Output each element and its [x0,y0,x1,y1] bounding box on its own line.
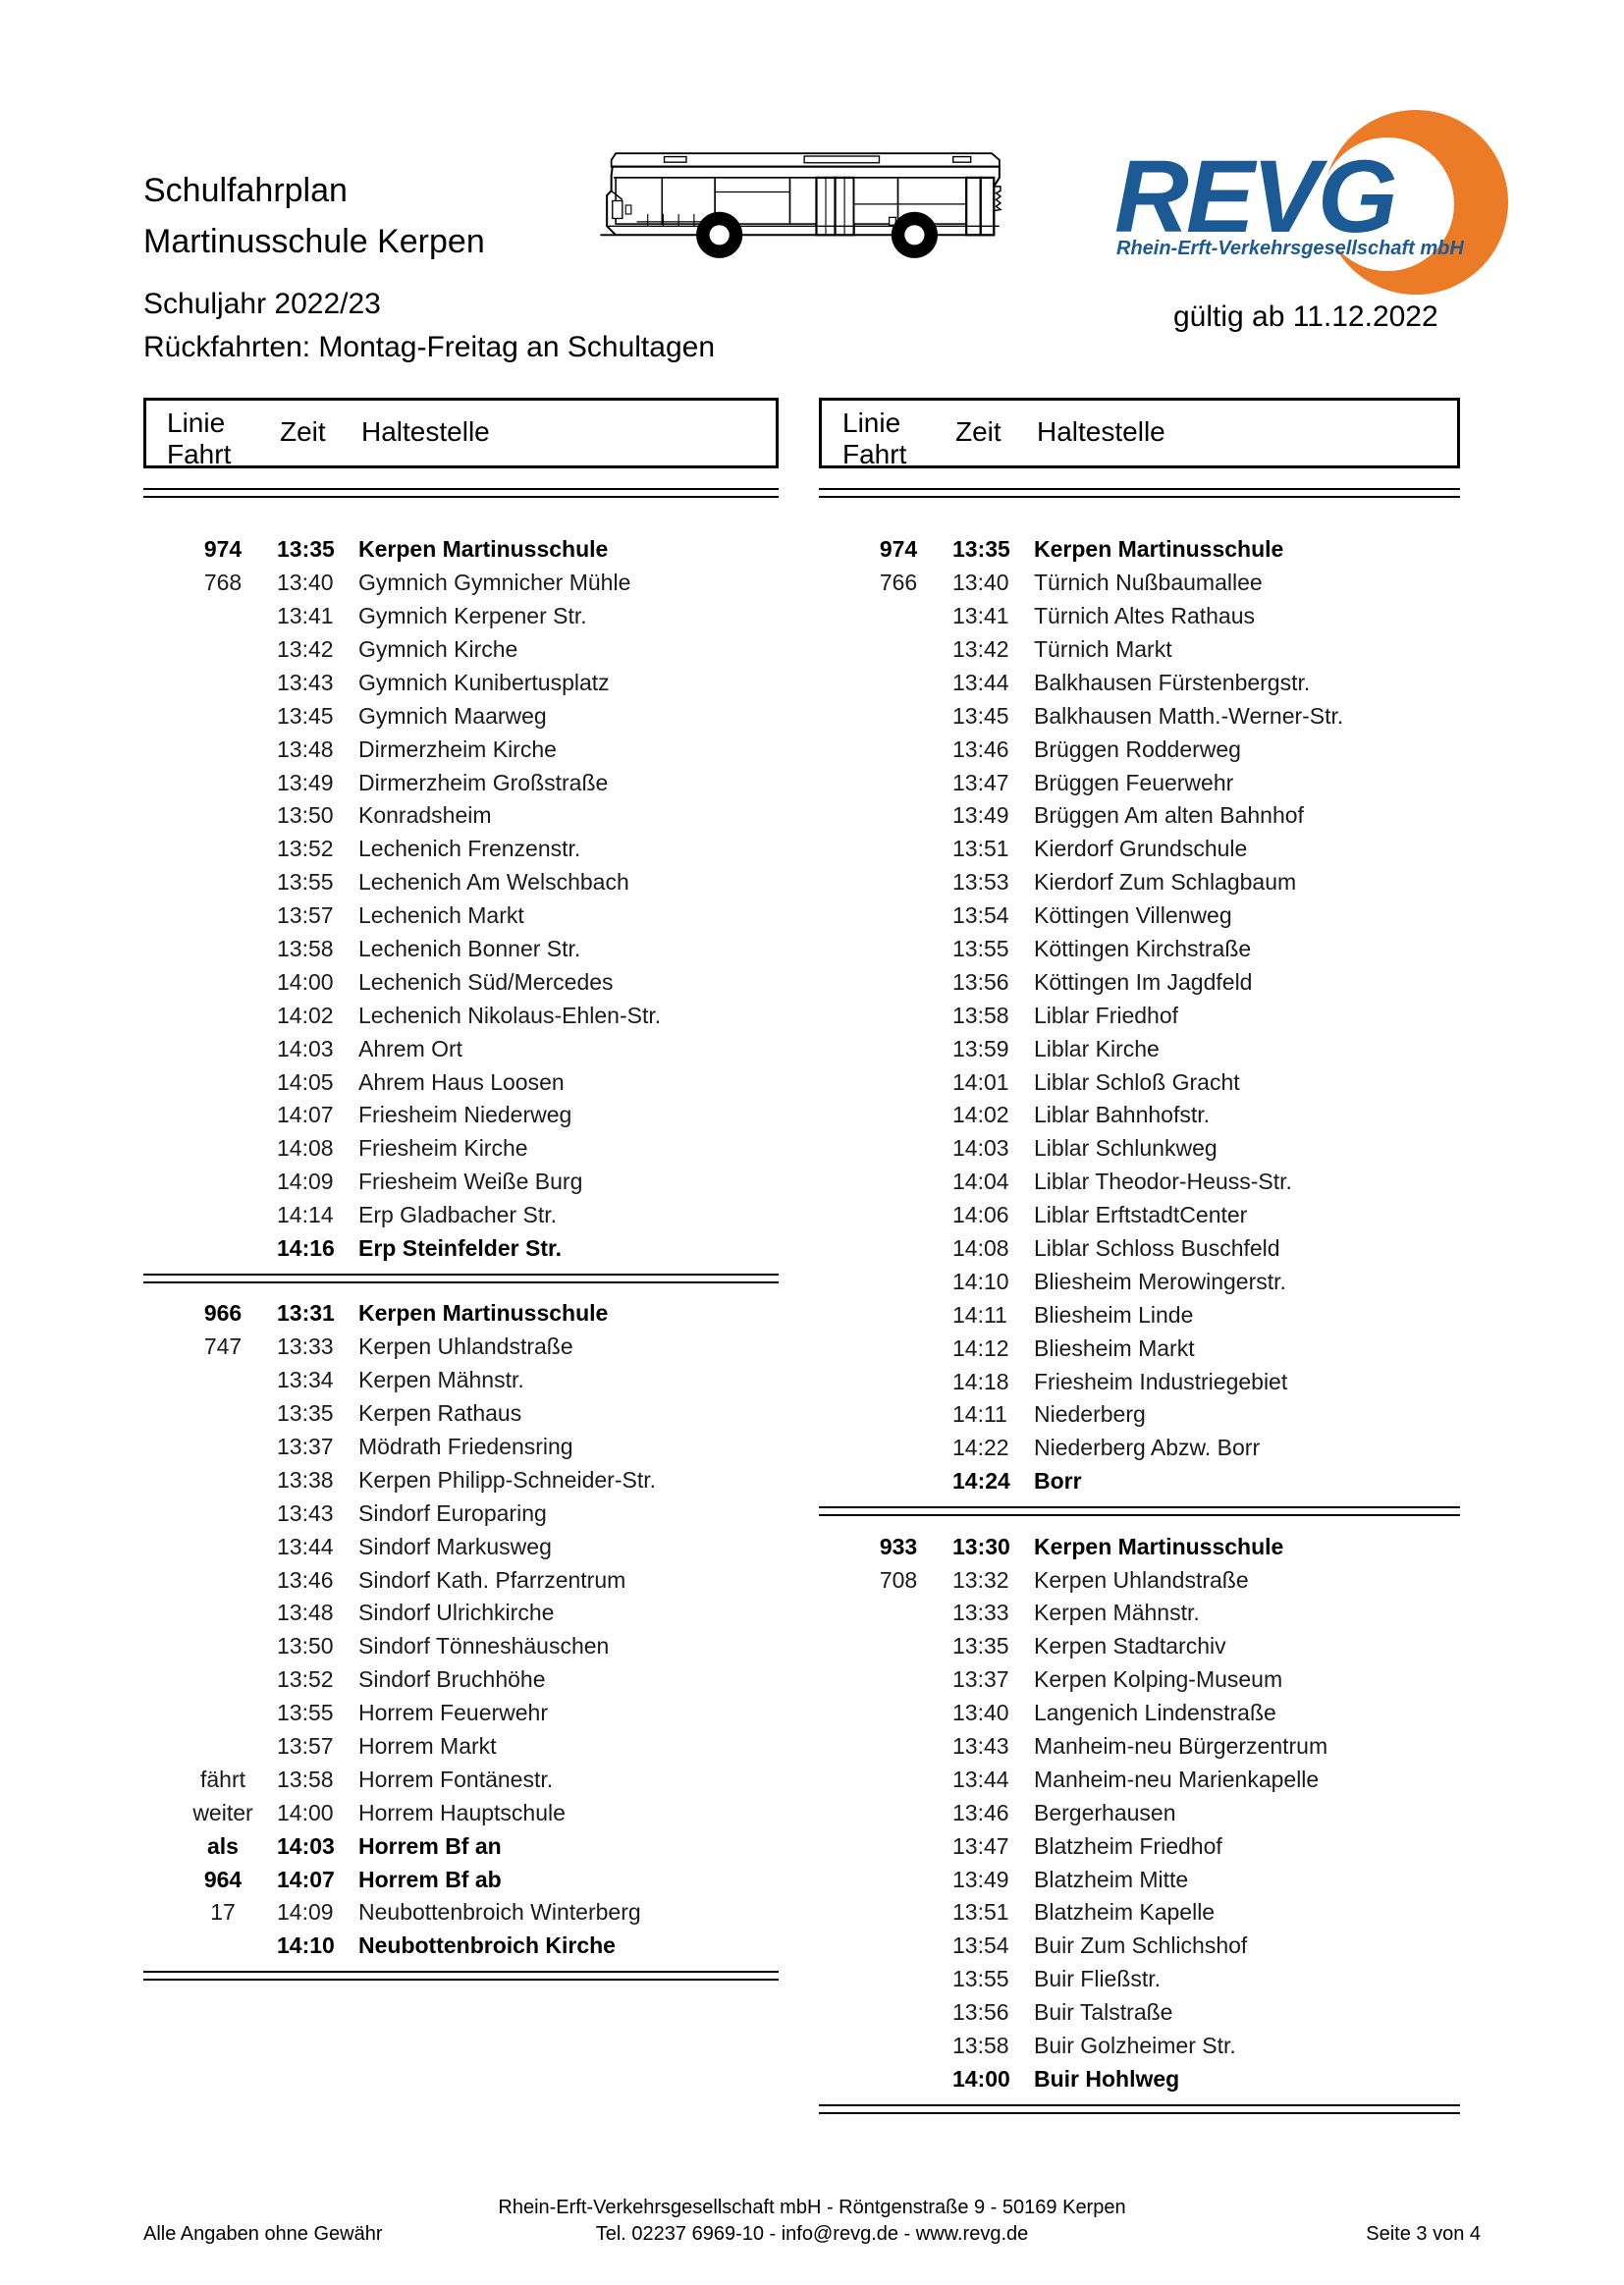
svg-text:Rhein-Erft-Verkehrsgesellschaf: Rhein-Erft-Verkehrsgesellschaft mbH [1116,238,1464,259]
